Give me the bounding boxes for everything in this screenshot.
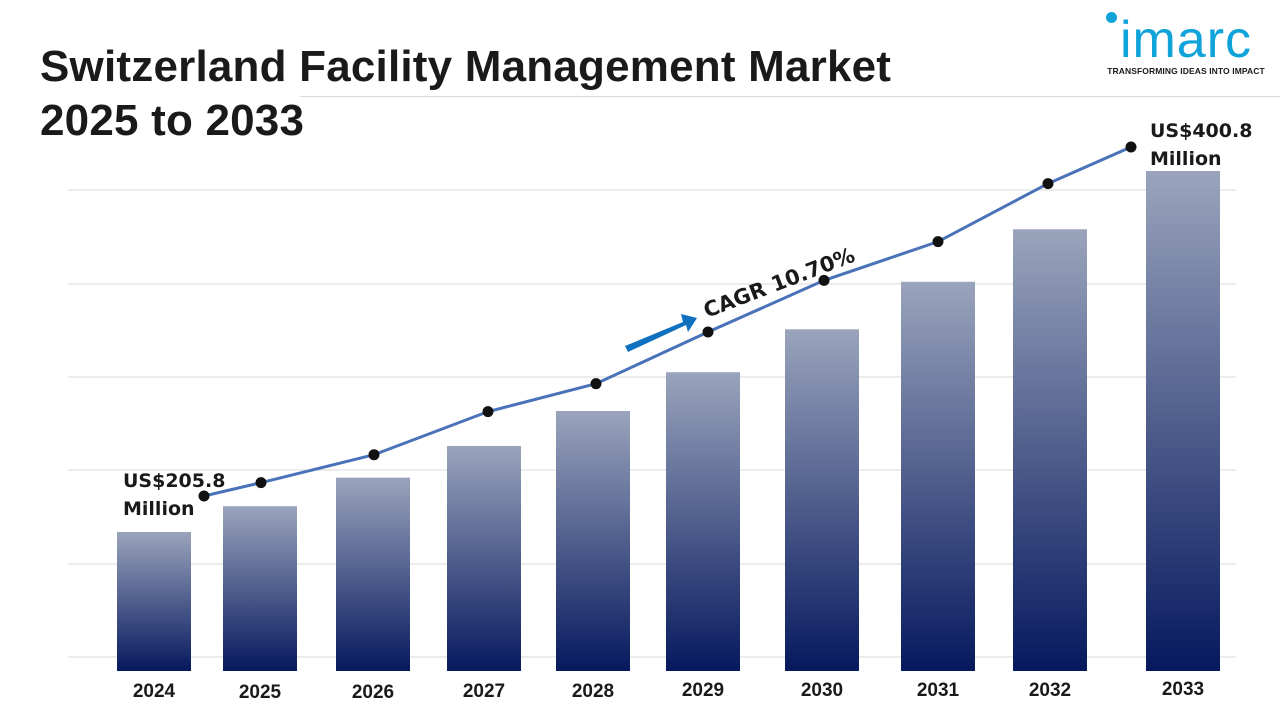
x-axis-labels: 2024 2025 2026 2027 2028 2029 2030 2031 2032 2033 <box>133 679 1204 703</box>
trend-marker-2029 <box>702 326 714 338</box>
bar-2026 <box>336 477 410 671</box>
bar-2032 <box>1013 229 1087 672</box>
start-value-label-line-1: US$205.8 <box>123 470 225 492</box>
x-label-2033: 2033 <box>1162 679 1204 700</box>
imarc-logo: imarc TRANSFORMING IDEAS INTO IMPACT <box>1102 6 1270 78</box>
logo-tagline: TRANSFORMING IDEAS INTO IMPACT <box>1107 66 1265 76</box>
bar-2029 <box>666 372 740 671</box>
x-label-2025: 2025 <box>239 682 282 703</box>
bar-2030 <box>785 329 859 671</box>
trend-markers <box>198 141 1137 502</box>
trend-marker-2026 <box>368 449 380 461</box>
end-value-label-line-2: Million <box>1150 148 1222 170</box>
logo-dot-icon <box>1106 12 1117 23</box>
header-divider <box>300 96 1280 97</box>
x-label-2026: 2026 <box>352 682 394 703</box>
title-line-1: Switzerland Facility Management Market <box>40 42 892 91</box>
bar-2027 <box>447 445 521 671</box>
cagr-label: CAGR 10.70% <box>700 243 858 323</box>
trend-marker-2024 <box>198 490 210 502</box>
trend-marker-2028 <box>590 378 602 390</box>
logo-wordmark: imarc <box>1119 11 1253 69</box>
page-title: Switzerland Facility Management Market 2… <box>40 40 891 148</box>
x-label-2030: 2030 <box>801 680 843 701</box>
trend-marker-2027 <box>482 406 494 418</box>
x-label-2024: 2024 <box>133 681 176 702</box>
trend-marker-2032 <box>1042 178 1054 190</box>
trend-marker-2033 <box>1125 141 1137 153</box>
x-label-2029: 2029 <box>682 680 724 701</box>
x-label-2032: 2032 <box>1029 680 1071 701</box>
title-line-2: 2025 to 2033 <box>40 96 305 145</box>
x-label-2027: 2027 <box>463 681 505 702</box>
trend-marker-2025 <box>255 477 267 489</box>
x-label-2031: 2031 <box>917 680 960 701</box>
bar-2033 <box>1146 171 1220 671</box>
cagr-arrow-icon <box>625 314 697 352</box>
start-value-label-line-2: Million <box>123 498 195 520</box>
bar-2031 <box>901 281 975 671</box>
bars <box>117 171 1220 672</box>
bar-2028 <box>556 411 630 671</box>
cagr-arrow <box>625 314 697 352</box>
trend-marker-2031 <box>932 236 944 248</box>
end-value-label-line-1: US$400.8 <box>1150 120 1252 142</box>
trend-marker-2030 <box>818 274 830 286</box>
x-label-2028: 2028 <box>572 681 614 702</box>
trend-line <box>203 145 1132 498</box>
bar-2024 <box>117 532 191 671</box>
bar-2025 <box>223 506 297 671</box>
